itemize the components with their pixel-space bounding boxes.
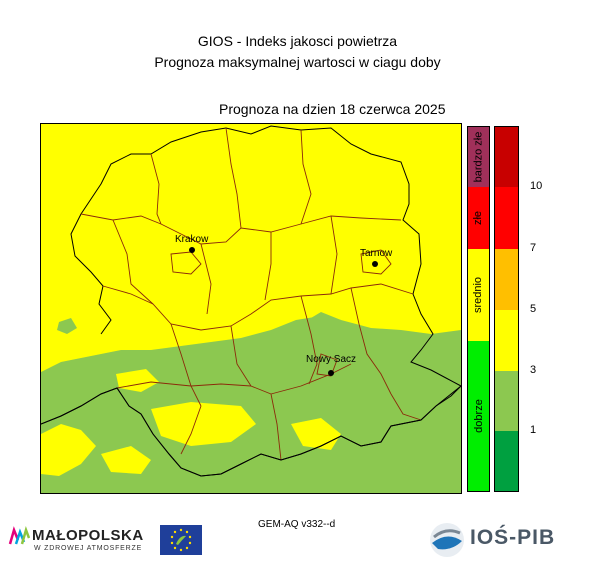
category-zle: złe	[468, 187, 489, 249]
scale-band-5-7	[495, 249, 518, 310]
map-canvas	[41, 125, 461, 493]
category-label: złe	[472, 210, 485, 226]
category-label: srednio	[472, 276, 485, 314]
malopolska-name: MAŁOPOLSKA	[32, 527, 144, 544]
category-label: bardzo złe	[472, 131, 485, 183]
air-quality-map	[40, 123, 462, 494]
category-bardzo-zle: bardzo złe	[468, 127, 489, 187]
green-zone-south	[41, 316, 461, 493]
category-srednio: srednio	[468, 249, 489, 341]
malopolska-tagline: W ZDROWEJ ATMOSFERZE	[34, 545, 143, 552]
category-dobrze: dobrze	[468, 341, 489, 491]
scale-band-10plus	[495, 127, 518, 187]
scale-band-3-5	[495, 310, 518, 371]
yellow-pocket-2	[151, 402, 256, 446]
ios-pib-mark-icon	[430, 523, 464, 557]
eu-stars-icon	[170, 528, 192, 552]
forecast-date: Prognoza na dzien 18 czerwca 2025	[219, 101, 446, 117]
scale-band-7-10	[495, 187, 518, 249]
eu-life-logo	[160, 525, 202, 555]
model-version: GEM-AQ v332--d	[258, 519, 336, 530]
yellow-pocket-1	[41, 424, 96, 476]
malopolska-mark-icon	[8, 526, 30, 545]
city-label-tarnow: Tarnow	[360, 248, 393, 259]
ios-pib-name: IOŚ-PIB	[470, 526, 556, 549]
scale-band-0-1	[495, 431, 518, 491]
scale-tick-5: 5	[530, 303, 537, 315]
scale-tick-7: 7	[530, 242, 537, 254]
category-legend: bardzo złe złe srednio dobrze	[467, 126, 490, 492]
green-patch-center	[301, 312, 341, 336]
scale-band-1-3	[495, 371, 518, 431]
city-label-krakow: Krakow	[175, 234, 209, 245]
category-label: dobrze	[472, 399, 485, 433]
city-marker-krakow	[189, 247, 195, 253]
scale-tick-1: 1	[530, 424, 537, 436]
value-scale	[494, 126, 519, 492]
yellow-pocket-3	[101, 446, 151, 474]
country-border-south	[41, 385, 461, 477]
city-marker-nowy-sacz	[328, 370, 334, 376]
malopolska-logo: MAŁOPOLSKA W ZDROWEJ ATMOSFERZE	[8, 524, 158, 558]
district-borders	[80, 127, 422, 461]
green-patch-west	[57, 318, 77, 334]
city-label-nowy-sacz: Nowy Sacz	[306, 354, 357, 365]
chart-subtitle: Prognoza maksymalnej wartosci w ciagu do…	[154, 54, 441, 70]
scale-tick-10: 10	[530, 180, 543, 192]
ios-pib-logo: IOŚ-PIB	[428, 520, 568, 560]
city-marker-tarnow	[372, 261, 378, 267]
scale-tick-3: 3	[530, 364, 537, 376]
chart-title: GIOS - Indeks jakosci powietrza	[197, 33, 398, 49]
